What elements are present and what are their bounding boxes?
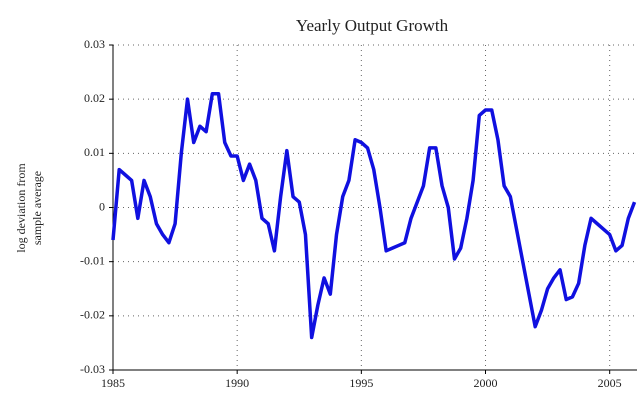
data-line xyxy=(111,92,637,340)
y-tick-label: -0.03 xyxy=(80,362,105,376)
y-axis-label: sample average xyxy=(30,171,44,245)
x-tick-label: 2005 xyxy=(598,376,622,390)
y-tick-label: 0.03 xyxy=(84,37,105,51)
y-tick-label: 0.02 xyxy=(84,91,105,105)
y-tick-label: 0.01 xyxy=(84,145,105,159)
y-tick-label: -0.01 xyxy=(80,253,105,267)
x-tick-label: 1990 xyxy=(225,376,249,390)
y-tick-label: -0.02 xyxy=(80,308,105,322)
y-tick-label: 0 xyxy=(99,199,105,213)
y-axis-label: log deviation from xyxy=(14,163,28,253)
x-tick-label: 2000 xyxy=(474,376,498,390)
x-tick-label: 1995 xyxy=(349,376,373,390)
x-tick-label: 1985 xyxy=(101,376,125,390)
chart-title: Yearly Output Growth xyxy=(296,16,449,35)
